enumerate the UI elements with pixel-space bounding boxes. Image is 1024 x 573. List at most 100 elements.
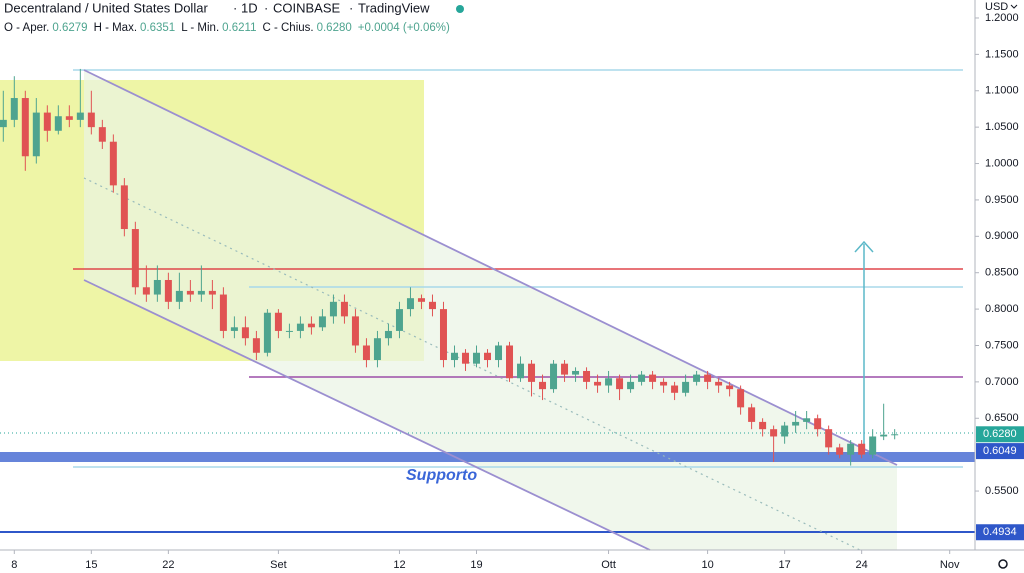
y-tick-label: 0.7000 [985, 376, 1019, 388]
candle-body [197, 290, 205, 295]
symbol: Decentraland / United States Dollar [4, 0, 208, 15]
annotation: Supporto [406, 467, 477, 484]
x-tick-label: 19 [470, 559, 482, 571]
candle-body [880, 434, 888, 437]
x-tick-label: Nov [940, 559, 960, 571]
candle-body [307, 323, 315, 328]
candle-body [175, 290, 183, 302]
channel-fill [84, 70, 897, 550]
candle-body [704, 374, 712, 382]
candle-body [395, 309, 403, 331]
candle-body [572, 370, 580, 375]
price-badge [976, 524, 1024, 541]
candle-body [43, 112, 51, 131]
candle-body [891, 434, 899, 436]
candle-body [54, 116, 62, 131]
ohlc-label: H - Max. [94, 22, 137, 34]
candle-body [384, 330, 392, 339]
currency: USD [985, 1, 1008, 13]
x-tick-label: 24 [856, 559, 868, 571]
price-badge-label: 0.6280 [983, 428, 1017, 440]
candle-body [274, 312, 282, 331]
currency-caret [1010, 4, 1018, 9]
candle-body [406, 298, 414, 310]
candle-body [528, 363, 536, 382]
y-tick-label: 1.0500 [985, 121, 1019, 133]
price-badge-label: 0.6049 [983, 445, 1017, 457]
candle-body [627, 381, 635, 390]
price-badge [976, 443, 1024, 460]
candle-body [781, 425, 789, 437]
candle-body [539, 381, 547, 390]
candle-body [472, 352, 480, 364]
candle-body [120, 185, 128, 230]
y-tick-label: 0.7500 [985, 339, 1019, 351]
candle-body [737, 389, 745, 408]
candle-body [594, 381, 602, 386]
candle-body [285, 330, 293, 332]
candle-body [759, 421, 767, 430]
candle-body [65, 116, 73, 120]
candle-body [847, 443, 855, 455]
interval: 1D [241, 0, 258, 15]
candle-body [671, 385, 679, 393]
candle-body [241, 327, 249, 339]
separator: · [349, 0, 353, 15]
y-tick-label: 0.5500 [985, 485, 1019, 497]
candle-body [726, 385, 734, 390]
candle-body [131, 229, 139, 288]
x-tick-label: 12 [393, 559, 405, 571]
candle-body [329, 301, 337, 317]
candle-body [32, 112, 40, 157]
candle-body [428, 301, 436, 310]
y-tick-label: 0.8000 [985, 303, 1019, 315]
candle-body [208, 290, 216, 295]
candle-body [439, 309, 447, 361]
candle-body [10, 98, 18, 120]
candle-body [638, 374, 646, 382]
candle-body [109, 141, 117, 186]
candle-body [164, 279, 172, 302]
settings-icon[interactable] [998, 559, 1008, 569]
channel-upper [83, 69, 898, 466]
y-tick-label: 1.1500 [985, 48, 1019, 60]
y-tick-label: 0.9000 [985, 230, 1019, 242]
candle-body [252, 338, 260, 353]
candle-body [517, 363, 525, 379]
candle-body [748, 407, 756, 422]
ohlc-value: 0.6280 [317, 22, 352, 34]
candle-body [770, 429, 778, 437]
x-tick-label: Set [270, 559, 287, 571]
price-badge [976, 426, 1024, 443]
candle-body [836, 447, 844, 455]
support-band [0, 452, 975, 462]
candle-body [186, 290, 194, 295]
candle-body [495, 345, 503, 361]
y-tick-label: 0.6500 [985, 412, 1019, 424]
candle-body [142, 287, 150, 295]
candle-body [296, 323, 304, 331]
candle-body [583, 370, 591, 382]
candle-body [263, 312, 271, 353]
candle-body [561, 363, 569, 375]
candle-body [506, 345, 514, 379]
candle-body [21, 98, 29, 157]
candle-body [351, 316, 359, 346]
candle-body [792, 421, 800, 426]
ohlc-value: 0.6351 [140, 22, 175, 34]
separator: · [264, 0, 268, 15]
target-arrow-head [854, 240, 874, 253]
candle-body [340, 301, 348, 317]
x-tick-label: 15 [85, 559, 97, 571]
candle-body [550, 363, 558, 390]
candle-body [484, 352, 491, 361]
candle-body [616, 378, 624, 390]
ohlc-value: 0.6279 [52, 22, 87, 34]
x-tick-label: 10 [701, 559, 713, 571]
candle-body [825, 429, 833, 448]
candle-body [219, 294, 227, 331]
source: TradingView [358, 0, 430, 15]
x-tick-label: Ott [601, 559, 616, 571]
ohlc-label: O - Aper. [4, 22, 49, 34]
